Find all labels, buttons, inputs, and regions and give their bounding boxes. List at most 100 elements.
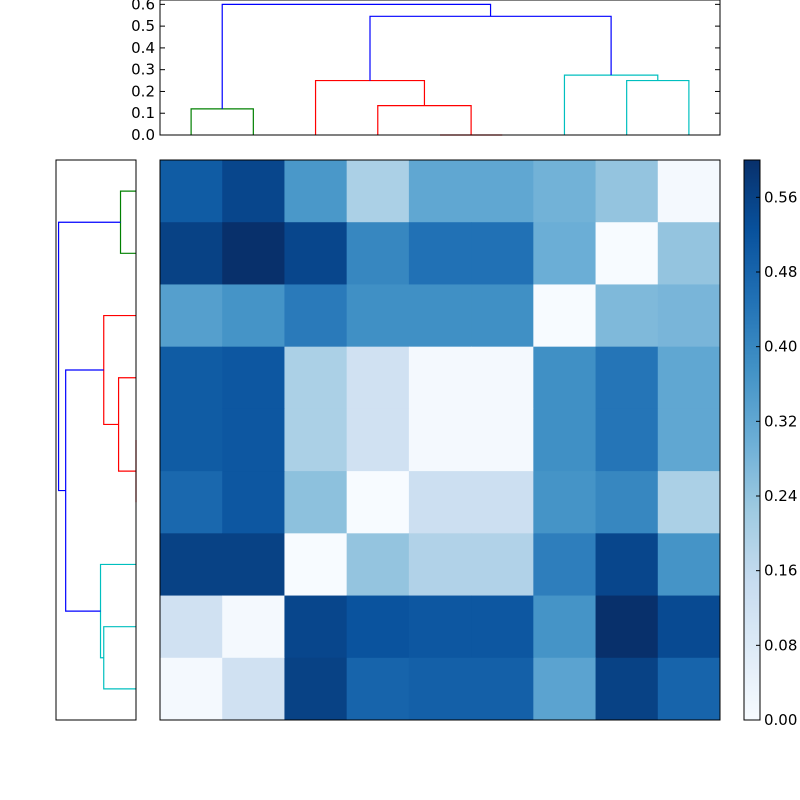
heatmap-cell (657, 346, 721, 410)
heatmap-cell (471, 657, 534, 721)
colorbar-ticks: 0.00 0.08 0.16 0.24 0.32 0.40 0.48 0.56 (756, 188, 797, 729)
top-dendrogram-link (221, 3, 492, 109)
colorbar-tick-label: 0.48 (764, 263, 797, 281)
heatmap-cell (284, 346, 348, 410)
heatmap-cell (346, 284, 410, 348)
heatmap-cell (657, 284, 721, 348)
heatmap-cell (346, 222, 410, 285)
left-dendrogram-link (57, 221, 121, 492)
heatmap-cell (346, 160, 410, 223)
heatmap-cell (471, 284, 534, 348)
heatmap-cell (595, 284, 659, 348)
heatmap-frame (159, 159, 721, 721)
heatmap-cell (346, 533, 410, 597)
heatmap-cell (533, 657, 597, 721)
heatmap-cell (408, 160, 472, 223)
top-dendrogram: 0.0 0.1 0.2 0.3 0.4 0.5 0.6 (131, 0, 721, 144)
heatmap-cell (471, 222, 534, 285)
heatmap-cell (160, 657, 223, 721)
heatmap-cell (657, 408, 721, 472)
top-y-tick-label: 0.3 (131, 61, 155, 79)
heatmap-cell (222, 533, 285, 597)
top-y-tick-label: 0.6 (131, 0, 155, 13)
heatmap-cell (408, 284, 472, 348)
heatmap-cell (471, 346, 534, 410)
heatmap-cell (160, 471, 223, 534)
top-dendrogram-y-axis: 0.0 0.1 0.2 0.3 0.4 0.5 0.6 (131, 0, 720, 144)
top-dendrogram-link (563, 74, 659, 135)
colorbar-tick-label: 0.08 (764, 636, 797, 654)
heatmap-cell (408, 595, 472, 659)
left-dendrogram-link (103, 314, 136, 426)
colorbar-tick-label: 0.16 (764, 562, 797, 580)
heatmap-cell (533, 160, 597, 223)
heatmap-cell (284, 595, 348, 659)
colorbar-tick-label: 0.32 (764, 412, 797, 430)
heatmap-cell (346, 408, 410, 472)
top-dendrogram-frame (159, 0, 721, 136)
heatmap-cell (222, 284, 285, 348)
heatmap-cell (284, 471, 348, 534)
heatmap-cell (533, 408, 597, 472)
heatmap-cell (657, 595, 721, 659)
distance-heatmap (159, 159, 721, 721)
colorbar-tick-label: 0.40 (764, 338, 797, 356)
colorbar-frame (743, 159, 761, 721)
left-dendrogram-link (103, 626, 136, 690)
heatmap-cell (284, 284, 348, 348)
heatmap-cell (533, 533, 597, 597)
heatmap-cell (160, 595, 223, 659)
heatmap-cell (408, 408, 472, 472)
heatmap-cell (160, 222, 223, 285)
heatmap-cell (284, 222, 348, 285)
heatmap-cell (471, 408, 534, 472)
top-y-tick-label: 0.0 (131, 126, 155, 144)
heatmap-cell (533, 284, 597, 348)
heatmap-cell (471, 160, 534, 223)
heatmap-cell (595, 595, 659, 659)
heatmap-cell (408, 222, 472, 285)
colorbar-tick-label: 0.24 (764, 487, 797, 505)
heatmap-cell (284, 533, 348, 597)
heatmap-cell (222, 408, 285, 472)
heatmap-cell (284, 160, 348, 223)
heatmap-cell (222, 160, 285, 223)
heatmap-cell (533, 222, 597, 285)
heatmap-cell (533, 595, 597, 659)
heatmap-cell (595, 222, 659, 285)
heatmap-cell (595, 657, 659, 721)
heatmap-cell (160, 533, 223, 597)
heatmap-cell (408, 346, 472, 410)
heatmap-cell (657, 222, 721, 285)
heatmap-cell (222, 471, 285, 534)
heatmap-cell (222, 657, 285, 721)
heatmap-cell (657, 471, 721, 534)
left-dendrogram-frame (55, 159, 137, 721)
colorbar-tick-label: 0.56 (764, 188, 797, 206)
heatmap-cell (657, 533, 721, 597)
top-y-tick-label: 0.4 (131, 39, 155, 57)
heatmap-cell (471, 471, 534, 534)
heatmap-cell (346, 657, 410, 721)
heatmap-cell (471, 533, 534, 597)
left-dendrogram-link (117, 377, 136, 472)
heatmap-cell (160, 284, 223, 348)
heatmap-cell (408, 657, 472, 721)
heatmap-cell (471, 595, 534, 659)
heatmap-cell (160, 346, 223, 410)
left-dendrogram (55, 159, 137, 721)
heatmap-cell (595, 533, 659, 597)
heatmap-cell (657, 160, 721, 223)
top-dendrogram-link (190, 108, 254, 135)
heatmap-cell (657, 657, 721, 721)
top-y-tick-label: 0.2 (131, 82, 155, 100)
heatmap-cell (222, 346, 285, 410)
colorbar-tick-label: 0.00 (764, 711, 797, 729)
heatmap-cell (284, 408, 348, 472)
heatmap-cells (160, 160, 721, 721)
heatmap-cell (160, 408, 223, 472)
top-dendrogram-link (377, 105, 472, 135)
top-y-tick-label: 0.1 (131, 104, 155, 122)
heatmap-cell (346, 346, 410, 410)
